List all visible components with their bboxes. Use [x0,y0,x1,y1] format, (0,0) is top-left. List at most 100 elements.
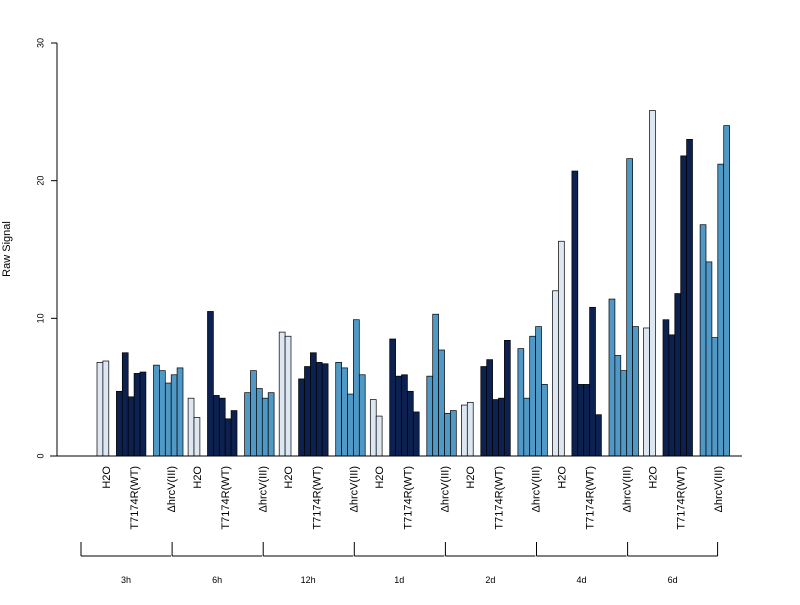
x-tick-label: H2O [465,466,477,489]
bar [608,298,616,457]
bar [498,397,505,457]
bar [310,352,317,457]
bar [711,337,719,457]
bar [583,384,590,457]
x-tick-label: T7174R(WT) [585,466,597,530]
bar [207,311,214,457]
bar [250,370,257,457]
bar [116,390,123,457]
bar [358,374,366,457]
bar [517,348,525,457]
y-tick-label: 30 [35,38,45,48]
bar [153,364,160,457]
bar [375,415,383,457]
bar [643,327,650,457]
bar [187,397,195,457]
bar [444,412,451,457]
timepoint-label: 1d [394,575,404,585]
x-tick-label: T7174R(WT) [402,466,414,530]
bar [389,338,396,457]
bar [674,293,682,457]
bar [256,388,263,457]
x-tick-label: H2O [283,466,295,489]
bar [213,395,220,457]
timepoint-label: 6d [668,575,678,585]
bar [133,373,141,457]
bar [315,362,323,457]
x-tick-label: T7174R(WT) [220,466,232,530]
timepoint-label: 4d [576,575,586,585]
x-tick-label: T7174R(WT) [311,466,323,530]
bar [401,374,408,457]
bar [407,390,414,457]
bar [412,411,420,457]
x-tick-label: T7174R(WT) [676,466,688,530]
bar [261,397,269,457]
bar [535,326,542,457]
bar [552,290,559,457]
bar [461,404,468,457]
bar [193,417,201,457]
bar [139,371,147,457]
bar [529,335,536,457]
x-tick-label: ΔhrcV(III) [713,466,725,512]
bar [298,378,305,457]
bar [244,392,251,457]
bar [127,396,135,457]
bar [523,397,531,457]
bar [662,319,670,457]
bar [304,366,311,457]
bar [492,399,499,457]
timepoint-label: 12h [301,575,316,585]
bar [466,401,474,457]
bar [278,331,286,457]
bar [170,374,178,457]
x-tick-label: ΔhrcV(III) [439,466,451,512]
x-tick-label: ΔhrcV(III) [166,466,178,512]
timepoint-label: 6h [212,575,222,585]
bar [347,393,354,457]
bar [614,355,622,457]
bar [321,363,329,457]
bar [369,399,377,457]
x-tick-label: H2O [101,466,113,489]
x-tick-label: H2O [556,466,568,489]
bar [164,382,172,457]
bar [426,375,434,457]
timepoint-label: 2d [485,575,495,585]
bar [159,370,166,457]
bar [480,366,488,457]
bar [438,349,445,457]
timepoint-brackets: 3h 6h 12h 1d 2d 4d 6d [80,542,719,585]
bar [571,170,579,457]
timepoint-label: 3h [121,575,131,585]
y-axis-label: Raw Signal [1,221,13,277]
x-tick-labels: H2O T7174R(WT) ΔhrcV(III) H2O T7174R(WT) Δhrc… [101,466,725,530]
bar [699,224,707,457]
bar [230,410,238,457]
bar [486,359,493,457]
bar [723,125,730,457]
y-axis: 0 10 20 30 [35,38,58,459]
x-tick-label: T7174R(WT) [129,466,141,530]
bar [504,340,511,457]
bar [626,158,633,457]
bar [102,360,110,457]
bar [96,362,104,457]
bar [224,418,232,457]
bar [218,397,226,457]
bar [668,334,676,457]
bar [680,155,687,457]
bar [176,367,184,457]
x-tick-label: H2O [647,466,659,489]
bar [395,375,402,457]
bar [686,139,693,457]
x-tick-label: H2O [374,466,386,489]
bar [267,392,275,457]
x-tick-label: ΔhrcV(III) [348,466,360,512]
bar [649,110,656,457]
x-tick-label: T7174R(WT) [493,466,505,530]
bar [717,163,725,457]
